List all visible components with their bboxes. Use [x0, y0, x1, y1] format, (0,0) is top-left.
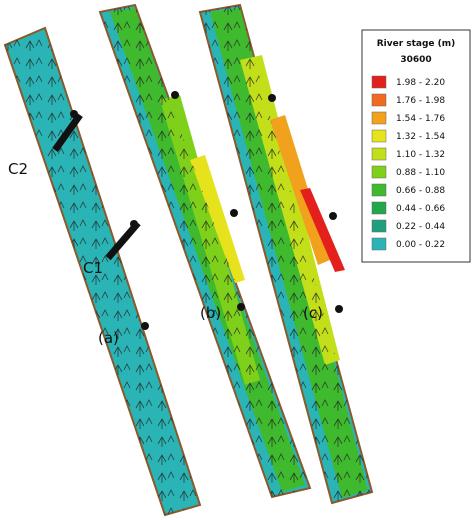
legend-swatch [371, 165, 387, 179]
panel-label: (a) [98, 329, 119, 347]
river-c [198, 3, 374, 505]
legend-swatch [371, 147, 387, 161]
legend-label: 1.10 - 1.32 [396, 150, 445, 160]
panel-label: (b) [200, 304, 221, 322]
legend: River stage (m) 30600 1.98 - 2.20 1.76 - … [361, 29, 471, 263]
legend-swatch [371, 75, 387, 89]
panel-label: (c) [303, 304, 323, 322]
legend-label: 0.00 - 0.22 [396, 240, 445, 250]
river-a [3, 26, 202, 517]
legend-label: 1.98 - 2.20 [396, 78, 445, 88]
legend-swatch [371, 219, 387, 233]
legend-label: 1.76 - 1.98 [396, 96, 445, 106]
section-label: C1 [83, 259, 103, 277]
legend-swatch [371, 237, 387, 251]
legend-label: 0.88 - 1.10 [396, 168, 445, 178]
legend-label: 1.54 - 1.76 [396, 114, 445, 124]
legend-label: 0.22 - 0.44 [396, 222, 445, 232]
legend-subtitle: 30600 [400, 55, 431, 65]
river-b [98, 3, 312, 499]
legend-swatch [371, 183, 387, 197]
legend-label: 0.66 - 0.88 [396, 186, 445, 196]
legend-swatch [371, 93, 387, 107]
legend-swatch [371, 111, 387, 125]
section-label: C2 [8, 160, 28, 178]
legend-swatch [371, 129, 387, 143]
legend-label: 0.44 - 0.66 [396, 204, 445, 214]
legend-title: River stage (m) [377, 39, 456, 49]
legend-swatch [371, 201, 387, 215]
legend-label: 1.32 - 1.54 [396, 132, 445, 142]
